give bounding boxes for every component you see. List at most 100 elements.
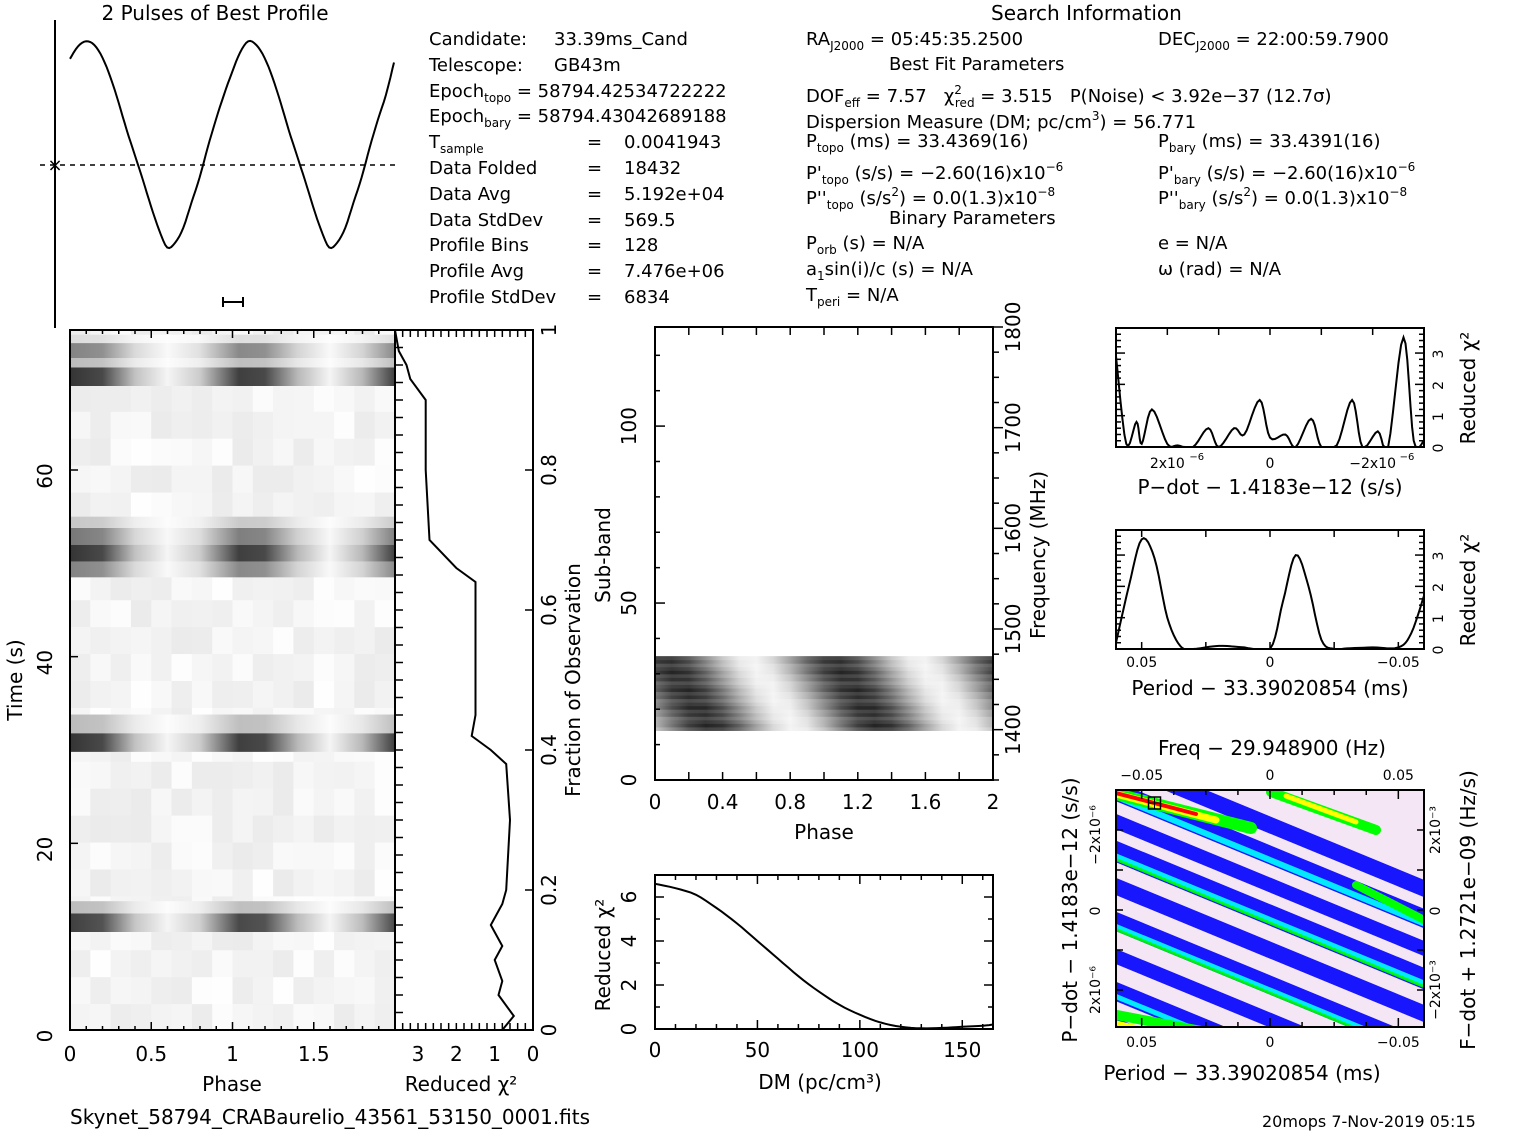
heatmap-cell bbox=[171, 787, 193, 816]
timestamp-footer: 20mops 7-Nov-2019 05:15 bbox=[1262, 1112, 1476, 1131]
heatmap-cell bbox=[70, 680, 92, 708]
heatmap-cell bbox=[130, 868, 153, 897]
tick-label: 2x10⁻⁶ bbox=[1088, 966, 1104, 1014]
asini-line: a1sin(i)/c (s) = N/A bbox=[806, 259, 973, 284]
tick-label: 0.5 bbox=[135, 1042, 167, 1066]
heatmap-cell bbox=[293, 464, 315, 493]
heatmap-cell bbox=[151, 787, 173, 816]
y-axis-label: Sub-band bbox=[591, 507, 615, 603]
heatmap-cell bbox=[252, 572, 275, 601]
heatmap-cell bbox=[374, 787, 395, 816]
heatmap-cell bbox=[313, 787, 336, 816]
heatmap-cell bbox=[212, 1003, 234, 1030]
heatmap-cell bbox=[70, 976, 92, 1005]
heatmap-cell bbox=[313, 437, 336, 466]
info-equals: = bbox=[587, 132, 603, 154]
y2-axis-label: Frequency (MHz) bbox=[1026, 471, 1050, 639]
heatmap-cell bbox=[151, 437, 173, 466]
heatmap-cell bbox=[313, 410, 336, 439]
info-label: Candidate: bbox=[429, 29, 528, 50]
info-equals: = bbox=[587, 158, 603, 179]
heatmap-cell bbox=[191, 976, 214, 1005]
heatmap-cell bbox=[293, 814, 315, 843]
info-value: = 58794.42534722222 bbox=[511, 80, 727, 102]
heatmap-cell bbox=[212, 653, 234, 681]
heatmap-cell bbox=[374, 841, 395, 870]
ecc-line: e = N/A bbox=[1158, 233, 1228, 254]
info-value: 0.0041943 bbox=[624, 132, 722, 154]
heatmap-cell bbox=[110, 680, 132, 708]
heatmap-cell bbox=[273, 868, 295, 897]
tick-label: 20 bbox=[33, 837, 57, 862]
chi2-time-curve bbox=[394, 329, 516, 1031]
heatmap-cell bbox=[293, 868, 315, 897]
time-chi2-frame bbox=[394, 329, 534, 1031]
pulse-band bbox=[70, 544, 395, 562]
heatmap-cell bbox=[70, 410, 92, 439]
heatmap-cell bbox=[90, 572, 112, 601]
heatmap-cell bbox=[110, 868, 132, 897]
chi2-stripe bbox=[1116, 853, 1424, 987]
tick-label: 3 bbox=[412, 1042, 425, 1066]
heatmap-cell bbox=[191, 949, 214, 978]
heatmap-cell bbox=[232, 868, 254, 897]
heatmap-cell bbox=[191, 841, 214, 870]
ridge-green bbox=[1116, 1009, 1208, 1027]
heatmap-cell bbox=[273, 491, 295, 520]
heatmap-cell bbox=[212, 814, 234, 843]
heatmap-cell bbox=[110, 491, 132, 520]
heatmap-cell bbox=[191, 626, 214, 655]
heatmap-cell bbox=[191, 437, 214, 466]
heatmap-cell bbox=[334, 949, 356, 978]
heatmap-cell bbox=[151, 949, 173, 978]
tick-label-exp: −6 bbox=[1189, 452, 1204, 463]
info-row: Data Folded bbox=[429, 159, 537, 179]
tick-label: 3 bbox=[1431, 350, 1447, 359]
heatmap-cell bbox=[232, 976, 254, 1005]
y-axis-label: Reduced χ² bbox=[1456, 332, 1480, 445]
heatmap-cell bbox=[212, 868, 234, 897]
y-axis-label: Fraction of Observation bbox=[561, 563, 585, 797]
pulse-band bbox=[70, 561, 395, 578]
info-row: Data Avg bbox=[429, 184, 511, 205]
tick-label: 0 bbox=[1266, 1035, 1275, 1051]
chi2-stripe bbox=[1116, 793, 1424, 927]
heatmap-cell bbox=[232, 1003, 254, 1030]
heatmap-cell bbox=[232, 464, 254, 493]
info-label: Profile Bins bbox=[429, 235, 529, 257]
chi2-stripe bbox=[1164, 790, 1424, 898]
x-axis-label: P−dot − 1.4183e−12 (s/s) bbox=[1137, 475, 1402, 499]
info-label: Epoch bbox=[429, 80, 485, 102]
subband-row bbox=[655, 663, 993, 668]
tick-label: 0 bbox=[1431, 646, 1447, 655]
heatmap-cell bbox=[151, 491, 173, 520]
heatmap-cell bbox=[374, 680, 395, 708]
profile-plot: 2 Pulses of Best Profile × bbox=[40, 1, 396, 328]
heatmap-cell bbox=[90, 626, 112, 655]
heatmap-cell bbox=[110, 599, 132, 628]
search-info-title: Search Information bbox=[991, 1, 1182, 25]
heatmap-cell bbox=[354, 653, 376, 681]
heatmap-cell bbox=[313, 949, 336, 978]
chi2-stripe bbox=[1116, 927, 1357, 1027]
tick-label: 0.6 bbox=[537, 594, 561, 626]
tick-label: 2x10 bbox=[1150, 456, 1185, 472]
heatmap-cell bbox=[252, 464, 275, 493]
info-row: Profile StdDev bbox=[429, 288, 556, 308]
tick-label: 2 bbox=[987, 790, 1000, 814]
info-label: Telescope: bbox=[429, 54, 523, 76]
pulse-band bbox=[70, 913, 395, 932]
heatmap-cell bbox=[334, 760, 356, 789]
heatmap-cell bbox=[191, 599, 214, 628]
pddot-bary-line: P''bary (s/s2) = 0.0(1.3)x10−8 bbox=[1158, 185, 1408, 212]
heatmap-cell bbox=[354, 410, 376, 439]
heatmap-cell bbox=[171, 626, 193, 655]
subband-row bbox=[655, 702, 993, 707]
heatmap-cell bbox=[70, 626, 92, 655]
heatmap-cell bbox=[293, 787, 315, 816]
heatmap-cell bbox=[334, 464, 356, 493]
info-value: 5.192e+04 bbox=[624, 183, 725, 205]
info-row: Tsample bbox=[429, 132, 484, 157]
tick-label: 4 bbox=[617, 935, 641, 948]
heatmap-cell bbox=[354, 949, 376, 978]
